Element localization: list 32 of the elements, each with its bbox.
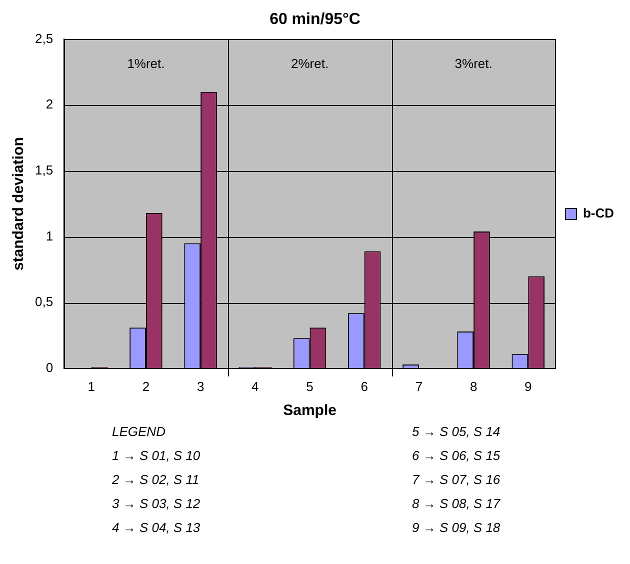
x-tick-label: 2	[142, 378, 150, 394]
x-tick-label: 7	[415, 378, 423, 394]
band-label: 3%ret.	[454, 56, 492, 71]
text: 8 → S 08, S 17	[412, 496, 502, 513]
y-axis-title: standard deviation	[10, 137, 28, 270]
y-tick-label: 1,5	[34, 162, 54, 178]
y-tick-label: 2	[46, 96, 54, 112]
x-tick-label: 9	[524, 378, 532, 394]
text: 7 → S 07, S 16	[412, 472, 502, 489]
text: 5 → S 05, S 14	[412, 424, 502, 441]
x-tick-label: 3	[196, 378, 204, 394]
y-tick-label: 0	[46, 360, 54, 375]
legend-label: b-CD	[582, 206, 614, 221]
x-tick-label: 4	[252, 378, 259, 394]
x-tick-label: 6	[360, 378, 368, 394]
x-tick-label: 5	[306, 378, 314, 394]
x-axis-title: Sample	[283, 402, 336, 420]
text: 6 → S 06, S 15	[412, 448, 502, 465]
band-label: 1%ret.	[127, 56, 165, 71]
x-tick-label: 8	[470, 378, 478, 394]
text: 3 → S 03, S 12	[112, 496, 202, 513]
band-label: 2%ret.	[290, 56, 329, 71]
text: 1 → S 01, S 10	[112, 448, 202, 465]
chart-title: 60 min/95°C	[270, 11, 361, 28]
y-tick-label: 0,5	[34, 294, 54, 310]
text: 9 → S 09, S 18	[412, 520, 502, 537]
text: 4 → S 04, S 13	[112, 520, 202, 537]
y-tick-label: 1	[46, 228, 54, 244]
x-tick-label: 1	[88, 378, 95, 394]
text: 2 → S 02, S 11	[112, 472, 200, 489]
text: LEGEND	[112, 424, 166, 441]
y-tick-label: 2,5	[34, 30, 54, 46]
